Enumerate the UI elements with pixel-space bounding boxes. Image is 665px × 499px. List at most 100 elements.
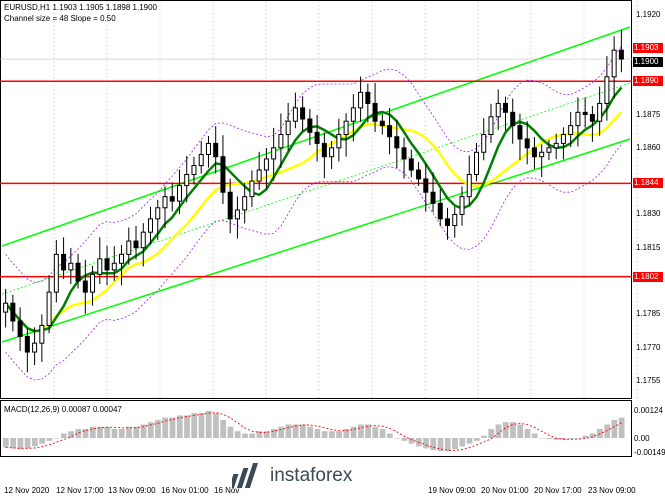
macd-histogram-bar <box>502 422 509 438</box>
time-tick-label: 16 Nov 01:00 <box>161 486 209 495</box>
macd-histogram-bar <box>517 424 524 438</box>
candle-body <box>24 336 30 353</box>
macd-histogram-bar <box>321 431 328 438</box>
macd-histogram-bar <box>278 426 285 438</box>
macd-histogram-bar <box>365 424 371 438</box>
channel-mid-line <box>1 82 631 295</box>
macd-histogram-bar <box>524 428 531 438</box>
candle-body <box>53 253 59 293</box>
price-level-tag: 1.1844 <box>633 178 663 189</box>
candle-body <box>126 240 132 255</box>
macd-tick-label: 0.00 <box>634 434 650 443</box>
candle-body <box>394 136 400 149</box>
moving-averages <box>4 86 623 333</box>
candle-body <box>249 180 255 198</box>
macd-histogram-bar <box>568 438 574 439</box>
candle-body <box>119 253 125 264</box>
price-tick-label: 1.1785 <box>636 309 661 319</box>
price-pane-frame <box>0 0 632 399</box>
macd-histogram-bar <box>39 438 45 444</box>
macd-histogram-bar <box>263 431 270 438</box>
candle-body <box>466 173 472 198</box>
candle-body <box>213 142 219 158</box>
candle-body <box>68 262 74 271</box>
macd-histogram-bar <box>191 413 198 438</box>
candle-body <box>546 147 552 153</box>
candle-body <box>82 280 88 293</box>
macd-signal-line <box>5 412 622 451</box>
time-tick-label: 23 Nov 09:00 <box>588 486 636 495</box>
candle-body <box>104 258 110 271</box>
candle-body <box>17 320 23 338</box>
macd-histogram-bar <box>430 438 437 451</box>
candle-body <box>234 209 240 220</box>
macd-histogram-bar <box>466 438 473 444</box>
candle-body <box>148 218 154 233</box>
macd-histogram-bar <box>292 424 299 438</box>
candle-body <box>387 125 393 138</box>
candle-body <box>169 196 175 202</box>
candle-body <box>176 185 182 202</box>
macd-histogram-bar <box>408 438 415 444</box>
candle-body <box>358 91 364 109</box>
price-tick-label: 1.1860 <box>636 142 661 152</box>
candles <box>3 29 624 373</box>
candle-body <box>329 147 335 158</box>
macd-histogram-bar <box>401 438 408 441</box>
macd-histogram-bar <box>53 438 60 439</box>
macd-histogram-bar <box>82 428 89 438</box>
macd-histogram-bar <box>104 426 111 438</box>
candle-body <box>459 196 465 215</box>
candle-body <box>575 111 581 127</box>
candle-body <box>473 151 479 175</box>
candle-body <box>517 125 523 140</box>
time-tick-label: 13 Nov 09:00 <box>108 486 156 495</box>
candle-body <box>611 49 617 78</box>
macd-histogram-bar <box>147 422 154 438</box>
candle-body <box>198 153 204 167</box>
candle-body <box>90 273 96 293</box>
candle-body <box>111 262 117 271</box>
macd-histogram-bar <box>582 435 589 438</box>
macd-histogram-bar <box>510 422 516 438</box>
price-tick-label: 1.1770 <box>636 342 661 352</box>
candle-body <box>553 142 559 149</box>
macd-histogram-bar <box>155 419 161 438</box>
macd-histogram-bar <box>531 433 538 438</box>
candle-body <box>220 156 226 193</box>
macd-histogram-bar <box>300 424 306 438</box>
candle-body <box>263 158 269 171</box>
candle-body <box>408 158 414 171</box>
support-resistance-levels <box>0 58 632 278</box>
channel-lower-line <box>1 138 631 343</box>
candle-body <box>495 102 501 118</box>
macd-histogram-bar <box>213 413 219 438</box>
macd-histogram-bar <box>357 424 364 438</box>
time-tick-label: 16 Nov <box>214 486 240 495</box>
candle-body <box>560 134 566 144</box>
candle-body <box>539 151 545 158</box>
candle-body <box>133 240 139 249</box>
price-level-tag: 1.1890 <box>633 76 663 87</box>
candle-body <box>61 253 67 271</box>
candle-body <box>502 102 508 113</box>
macd-histogram-bar <box>68 431 74 438</box>
candle-body <box>39 324 45 344</box>
symbol-header: EURUSD,H1 1.1903 1.1905 1.1898 1.1900 <box>4 3 157 12</box>
macd-histogram-bar <box>386 433 393 438</box>
price-tick-label: 1.1875 <box>636 109 661 119</box>
candle-body <box>292 107 298 122</box>
macd-histogram-bar <box>285 424 292 438</box>
candle-body <box>604 76 610 104</box>
price-level-tag: 1.1802 <box>633 271 663 282</box>
candle-body <box>184 173 190 187</box>
macd-histogram-bar <box>459 438 466 447</box>
time-tick-label: 12 Nov 2020 <box>4 486 50 495</box>
macd-histogram-bar <box>546 438 553 439</box>
macd-histogram-bar <box>611 419 618 438</box>
macd-tick-label: 0.00124 <box>634 406 663 415</box>
price-tick-label: 1.1830 <box>636 209 661 219</box>
macd-histogram-bar <box>343 428 350 438</box>
